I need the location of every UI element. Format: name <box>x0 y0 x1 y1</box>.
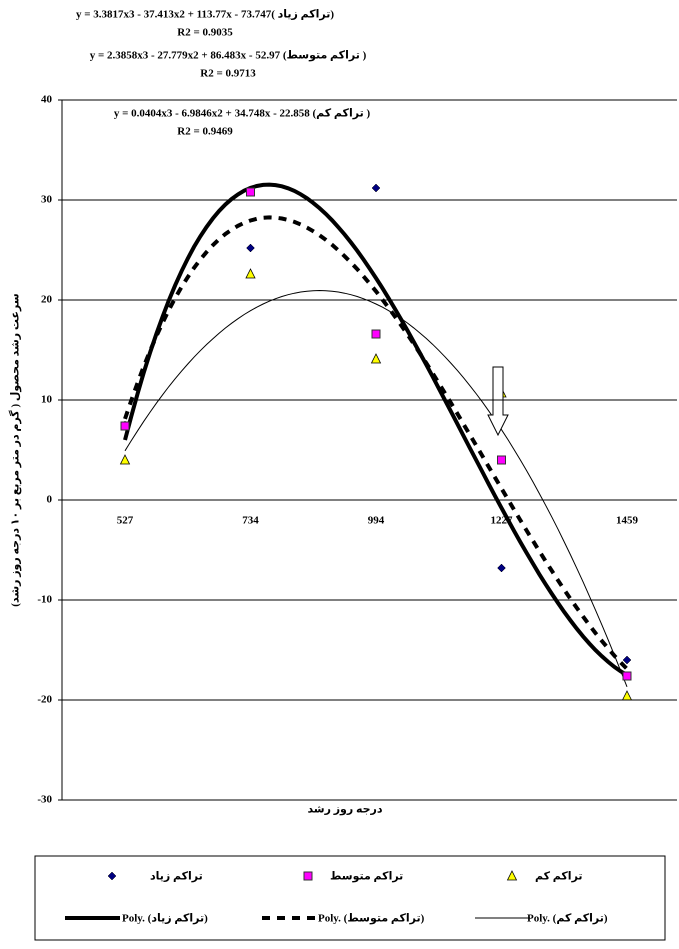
marker <box>120 421 130 431</box>
legend-label: تراکم کم <box>535 871 583 883</box>
y-tick-label: 40 <box>41 94 53 106</box>
x-axis-label: درجه روز رشد <box>307 804 382 816</box>
marker <box>119 454 131 465</box>
y-tick-label: 0 <box>47 494 53 506</box>
equation: y = 3.3817x3 - 37.413x2 + 113.77x - 73.7… <box>76 9 334 21</box>
y-tick-label: 20 <box>41 294 53 306</box>
x-tick-label: 1459 <box>616 515 639 527</box>
legend-box <box>34 855 666 941</box>
equation: y = 2.3858x3 - 27.779x2 + 86.483x - 52.9… <box>90 50 367 62</box>
trendline <box>123 182 629 677</box>
marker <box>246 187 255 197</box>
r-squared: R2 = 0.9469 <box>177 126 233 138</box>
marker <box>370 353 382 364</box>
y-tick-label: -30 <box>37 794 52 806</box>
y-tick-label: 30 <box>41 194 53 206</box>
marker <box>371 329 381 339</box>
r-squared: R2 = 0.9713 <box>200 68 256 80</box>
marker <box>622 655 632 665</box>
marker <box>506 870 518 881</box>
marker <box>303 871 313 881</box>
arrow <box>487 366 509 437</box>
equation: y = 0.0404x3 - 6.9846x2 + 34.748x - 22.8… <box>114 108 371 120</box>
x-tick-label: 1227 <box>491 515 514 527</box>
x-tick-label: 527 <box>117 515 134 527</box>
marker <box>497 563 506 573</box>
y-tick-label: -10 <box>37 594 52 606</box>
marker <box>245 268 256 279</box>
legend-label: Poly. (تراکم متوسط) <box>318 913 425 925</box>
r-squared: R2 = 0.9035 <box>177 27 233 39</box>
legend-label: تراکم متوسط <box>330 871 403 883</box>
marker <box>371 183 381 193</box>
legend-label: Poly. (تراکم زیاد) <box>122 913 208 925</box>
x-tick-label: 994 <box>368 515 385 527</box>
marker <box>497 455 506 465</box>
y-tick-label: -20 <box>37 694 52 706</box>
y-tick-label: 10 <box>41 394 53 406</box>
marker <box>246 243 255 253</box>
trendline <box>123 215 629 671</box>
x-tick-label: 734 <box>242 515 259 527</box>
marker <box>622 671 632 681</box>
marker <box>107 871 117 881</box>
legend-label: Poly. (تراکم کم) <box>527 913 608 925</box>
legend-label: تراکم زیاد <box>150 871 203 883</box>
y-axis-label: سرعت رشد محصول ( گرم در متر مربع بر ۱۰ د… <box>9 293 22 606</box>
marker <box>621 690 633 701</box>
trendline <box>124 289 628 687</box>
